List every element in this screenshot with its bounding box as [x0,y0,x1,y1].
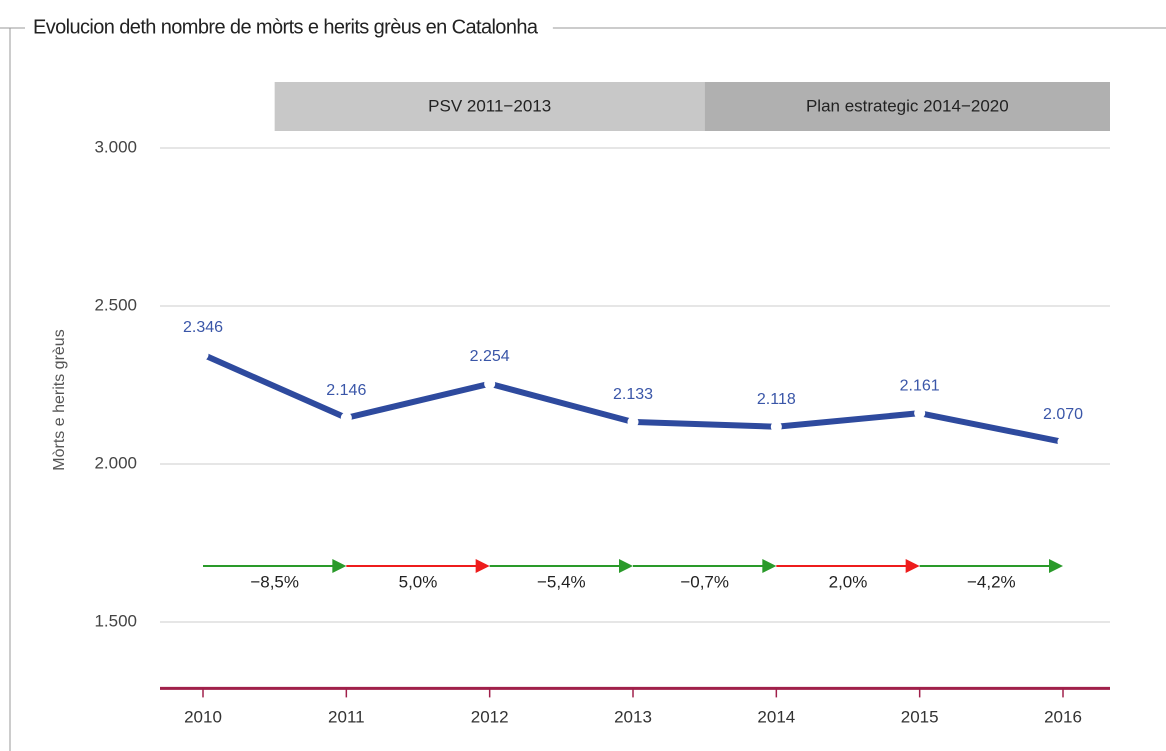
change-label: 2,0% [829,572,868,591]
arrow-head [475,559,490,573]
value-label: 2.161 [900,377,940,394]
x-tick-label: 2016 [1044,707,1082,726]
x-tick-label: 2011 [328,707,365,726]
period-band [274,82,705,131]
point-marker [1057,436,1069,448]
period-band [704,82,1110,131]
x-tick-label: 2015 [901,707,939,726]
change-label: 5,0% [399,572,438,591]
y-tick-label: 3.000 [94,137,137,156]
arrow-head [619,559,633,573]
period-label: Plan estrategic 2014−2020 [806,96,1009,115]
value-label: 2.146 [326,382,366,399]
arrow-head [905,559,920,573]
x-tick-label: 2010 [184,707,222,726]
arrow-head [762,559,777,573]
point-marker [627,416,639,428]
value-label: 2.133 [613,386,653,403]
change-label: −8,5% [250,572,299,591]
y-tick-label: 2.000 [94,454,137,473]
value-label: 2.070 [1043,406,1083,423]
value-label: 2.346 [183,319,223,336]
x-tick-label: 2014 [757,707,795,726]
change-label: −0,7% [680,572,729,591]
value-label: 2.254 [470,348,510,365]
chart-title: Evolucion deth nombre de mòrts e herits … [33,16,539,38]
arrow-head [1049,559,1063,573]
point-marker [484,378,496,390]
period-label: PSV 2011−2013 [428,96,551,115]
point-marker [197,349,209,361]
change-label: −4,2% [967,572,1016,591]
point-marker [914,407,926,419]
y-axis-label: Mòrts e herits grèus [51,329,68,470]
x-tick-label: 2013 [614,707,652,726]
x-tick-label: 2012 [471,707,509,726]
change-label: −5,4% [537,572,586,591]
point-marker [340,412,352,424]
arrow-head [332,559,347,573]
y-tick-label: 1.500 [94,612,137,631]
value-label: 2.118 [757,391,796,408]
y-tick-label: 2.500 [94,295,137,314]
point-marker [770,421,782,433]
